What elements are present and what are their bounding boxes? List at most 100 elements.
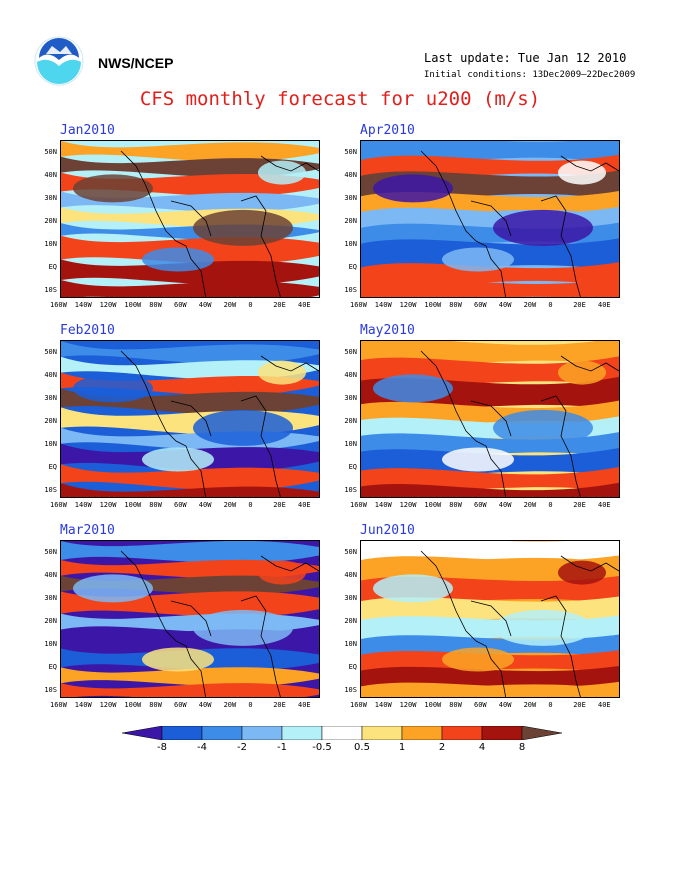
panel-title-may2010: May2010 [360,323,415,338]
lon-label: 80W [149,301,162,309]
lon-label: 60W [474,501,487,509]
lon-label: 160W [350,701,367,709]
lat-label: 30N [344,394,357,402]
noaa-logo-icon [34,36,84,86]
lon-label: 20E [573,701,586,709]
colorbar-label: -1 [277,742,287,753]
lat-label: 30N [344,594,357,602]
lon-label: 40W [498,701,512,709]
panel-title-jan2010: Jan2010 [60,123,115,138]
colorbar-swatch [521,726,562,740]
colorbar-swatch [122,726,163,740]
lon-label: 40E [298,501,311,509]
colorbar-label: 1 [398,742,406,753]
colorbar-label: -4 [197,742,207,753]
lon-label: 40E [298,301,311,309]
lon-label: 140W [74,501,92,509]
lon-label: 20W [223,501,237,509]
lon-label: 120W [99,301,117,309]
lat-label: 10N [344,240,357,248]
colorbar-label: 8 [518,742,526,753]
lon-label: 160W [350,301,367,309]
lat-label: 10S [344,486,357,494]
lat-label: 50N [344,548,357,556]
page-title: CFS monthly forecast for u200 (m/s) [139,88,541,110]
colorbar-label: -0.5 [312,742,332,753]
lon-label: 40E [598,301,611,309]
u200-contour-field [61,541,319,697]
lon-label: 120W [99,701,117,709]
lat-label: 20N [44,217,57,225]
lat-label: 10S [44,686,57,694]
lat-label: 40N [344,371,357,379]
lat-label: 20N [344,417,357,425]
colorbar [122,726,562,740]
lon-label: 80W [449,301,462,309]
lat-label: 50N [344,148,357,156]
lon-label: 40W [198,301,212,309]
lon-label: 140W [74,301,92,309]
lon-label: 0 [548,701,553,709]
lon-label: 80W [149,701,162,709]
lat-label: EQ [48,663,57,671]
panel-title-jun2010: Jun2010 [360,523,415,538]
u200-contour-field [61,341,319,497]
lat-label: 30N [44,594,57,602]
lon-label: 120W [399,701,417,709]
colorbar-swatch [281,726,323,740]
u200-contour-field [61,141,319,297]
lat-label: EQ [348,663,357,671]
lon-label: 60W [174,301,187,309]
colorbar-label: 2 [438,742,446,753]
panel-title-mar2010: Mar2010 [60,523,115,538]
panel-title-apr2010: Apr2010 [360,123,415,138]
lon-label: 40E [298,701,311,709]
lon-label: 20W [523,701,537,709]
lon-label: 0 [248,301,253,309]
lon-label: 100W [424,301,442,309]
map-panel-mar2010 [60,540,320,698]
lon-label: 20E [573,301,586,309]
lon-label: 40W [198,501,212,509]
lon-label: 140W [374,301,392,309]
lon-label: 160W [50,701,67,709]
lon-label: 120W [399,301,417,309]
lon-label: 60W [174,701,187,709]
lon-label: 20E [273,501,286,509]
lat-label: 10N [44,640,57,648]
org-name: NWS/NCEP [98,55,174,71]
lon-label: 60W [474,301,487,309]
map-panel-jan2010 [60,140,320,298]
lon-label: 100W [124,501,142,509]
lat-label: 40N [44,171,57,179]
lat-label: 10N [44,240,57,248]
colorbar-label: 4 [478,742,486,753]
lon-label: 20E [273,301,286,309]
lat-label: 10N [44,440,57,448]
panel-title-feb2010: Feb2010 [60,323,115,338]
map-panel-jun2010 [360,540,620,698]
lon-label: 20W [523,501,537,509]
colorbar-swatch [241,726,283,740]
lat-label: 40N [344,571,357,579]
lon-label: 20W [223,701,237,709]
lon-label: 120W [399,501,417,509]
lon-label: 160W [50,501,67,509]
lat-label: 10S [44,486,57,494]
lon-label: 0 [248,701,253,709]
lon-label: 80W [449,701,462,709]
lat-label: 10S [344,286,357,294]
lon-label: 0 [548,501,553,509]
u200-contour-field [361,141,619,297]
last-update-text: Last update: Tue Jan 12 2010 [424,51,627,65]
lon-label: 60W [174,501,187,509]
lat-label: 40N [44,571,57,579]
lat-label: EQ [48,463,57,471]
lat-label: 50N [344,348,357,356]
colorbar-swatch [321,726,363,740]
lon-label: 100W [424,501,442,509]
lat-label: 20N [44,617,57,625]
lat-label: 10N [344,440,357,448]
lat-label: 40N [44,371,57,379]
lon-label: 140W [374,501,392,509]
